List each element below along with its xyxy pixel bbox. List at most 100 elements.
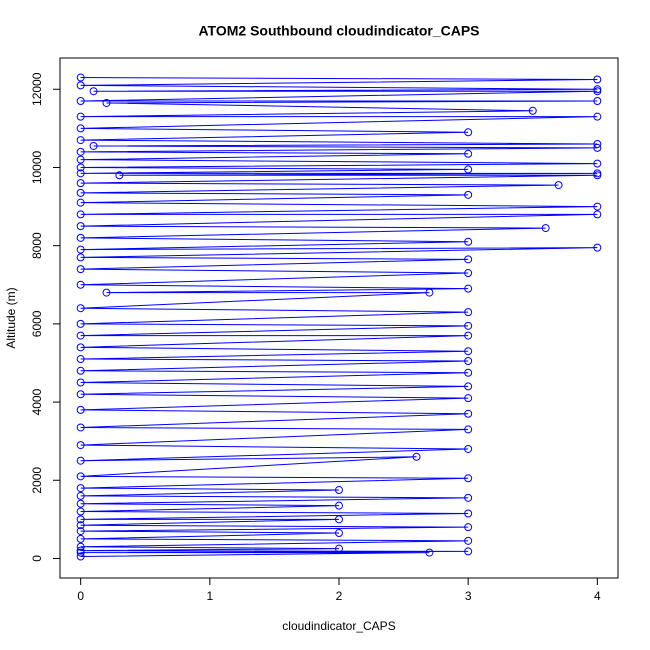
data-point (76, 136, 85, 145)
data-point (76, 147, 85, 156)
data-point (76, 188, 85, 197)
data-point (76, 472, 85, 481)
data-point (425, 548, 434, 557)
y-tick-label: 6000 (30, 310, 44, 337)
data-point (464, 382, 473, 391)
data-point (335, 486, 343, 495)
data-point (76, 499, 85, 508)
data-point (76, 253, 85, 262)
data-point (464, 368, 473, 377)
data-point (464, 308, 473, 317)
y-axis-label: Altitude (m) (4, 287, 18, 348)
data-point (464, 165, 473, 174)
data-point (76, 304, 85, 313)
data-point (464, 190, 473, 199)
data-line (80, 77, 598, 557)
data-point (76, 378, 85, 387)
data-point (593, 159, 602, 168)
data-point (593, 112, 602, 121)
data-point (425, 288, 434, 297)
data-point (593, 143, 602, 152)
data-point (554, 181, 563, 190)
y-tick-label: 8000 (30, 232, 44, 259)
data-point (76, 280, 85, 289)
data-point (76, 112, 85, 121)
x-tick-label: 1 (206, 589, 213, 603)
y-tick-label: 10000 (30, 150, 44, 184)
data-point (464, 493, 473, 502)
data-point (76, 423, 85, 432)
data-point (464, 128, 473, 137)
data-point (76, 515, 85, 524)
data-point (76, 507, 85, 516)
data-point (76, 319, 85, 328)
data-point (464, 284, 473, 293)
data-point (76, 169, 85, 178)
data-point (76, 210, 85, 219)
data-point (76, 73, 85, 82)
x-tick-label: 2 (336, 589, 343, 603)
x-tick-label: 3 (465, 589, 472, 603)
y-tick-label: 12000 (30, 72, 44, 106)
data-point (593, 75, 602, 84)
data-point (76, 81, 85, 90)
data-point (593, 210, 602, 219)
data-point (76, 355, 85, 364)
data-point (76, 366, 85, 375)
data-point (76, 222, 85, 231)
data-point (76, 233, 85, 242)
data-point (464, 444, 473, 453)
data-point (89, 87, 98, 96)
data-point (528, 106, 537, 115)
data-point (76, 179, 85, 188)
data-point (102, 98, 111, 107)
x-tick-label: 0 (77, 589, 84, 603)
data-point (335, 529, 343, 538)
data-point (76, 521, 85, 530)
y-tick-label: 0 (30, 555, 44, 562)
data-point (464, 331, 473, 340)
data-point (102, 288, 111, 297)
x-tick-label: 4 (594, 589, 601, 603)
data-point (464, 357, 473, 366)
data-point (464, 547, 473, 556)
data-point (76, 441, 85, 450)
x-axis-label: cloudindicator_CAPS (282, 619, 395, 633)
data-point (76, 343, 85, 352)
data-point (335, 501, 343, 510)
data-point (464, 347, 473, 356)
data-point (76, 265, 85, 274)
data-point (593, 171, 602, 180)
data-point (76, 163, 85, 172)
data-point (464, 409, 473, 418)
y-tick-label: 2000 (30, 467, 44, 494)
data-point (464, 523, 473, 532)
chart-title: ATOM2 Southbound cloudindicator_CAPS (198, 23, 479, 39)
data-point (76, 405, 85, 414)
data-point (464, 149, 473, 158)
data-point (89, 141, 98, 150)
data-point (76, 198, 85, 207)
data-point (335, 515, 343, 524)
data-point (76, 456, 85, 465)
data-point (593, 85, 602, 94)
data-point (593, 169, 602, 178)
data-point (76, 546, 85, 555)
data-point (76, 527, 85, 536)
data-point (593, 97, 602, 106)
data-point (464, 509, 473, 518)
data-point (76, 245, 85, 254)
data-point (76, 548, 85, 557)
data-point (593, 140, 602, 149)
data-point (541, 224, 550, 233)
data-point (115, 171, 124, 180)
data-point (76, 491, 85, 500)
data-point (76, 331, 85, 340)
y-tick-label: 4000 (30, 388, 44, 415)
data-point (593, 243, 602, 252)
data-point (464, 237, 473, 246)
data-point (76, 97, 85, 106)
data-point (464, 536, 473, 545)
